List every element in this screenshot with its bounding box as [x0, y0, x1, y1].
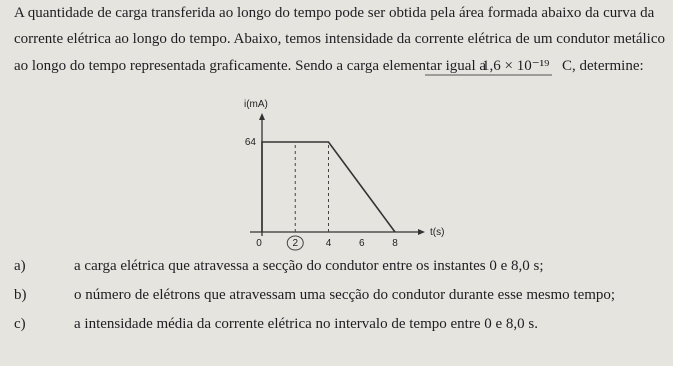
- x-tick-label: 4: [326, 238, 332, 249]
- item-text: a intensidade média da corrente elétrica…: [74, 316, 538, 332]
- x-tick-label: 6: [359, 238, 365, 249]
- y-tick-label: 64: [245, 137, 257, 148]
- formula: 1,6 × 10⁻¹⁹: [482, 58, 549, 74]
- x-tick-label: 2: [292, 238, 298, 249]
- statement-line: ao longo do tempo representada graficame…: [14, 58, 486, 74]
- x-tick-label: 0: [256, 238, 262, 249]
- x-tick-label: 8: [392, 238, 398, 249]
- chart: t(s) i(mA) 64 0 2 4 6 8: [244, 99, 444, 251]
- item-text: a carga elétrica que atravessa a secção …: [74, 258, 544, 274]
- hand-circle: [286, 235, 304, 251]
- item-letter: c): [14, 316, 26, 332]
- statement-line: A quantidade de carga transferida ao lon…: [14, 5, 655, 21]
- item-letter: a): [14, 258, 26, 274]
- item-letter: b): [14, 287, 27, 303]
- x-axis-label: t(s): [430, 227, 444, 238]
- item-text: o número de elétrons que atravessam uma …: [74, 287, 615, 303]
- x-axis-arrow: [418, 229, 425, 235]
- statement-line: corrente elétrica ao longo do tempo. Aba…: [14, 31, 665, 47]
- y-axis-arrow: [259, 113, 265, 120]
- data-line: [261, 141, 396, 233]
- statement-line: C, determine:: [562, 58, 644, 74]
- y-axis-label: i(mA): [244, 99, 268, 110]
